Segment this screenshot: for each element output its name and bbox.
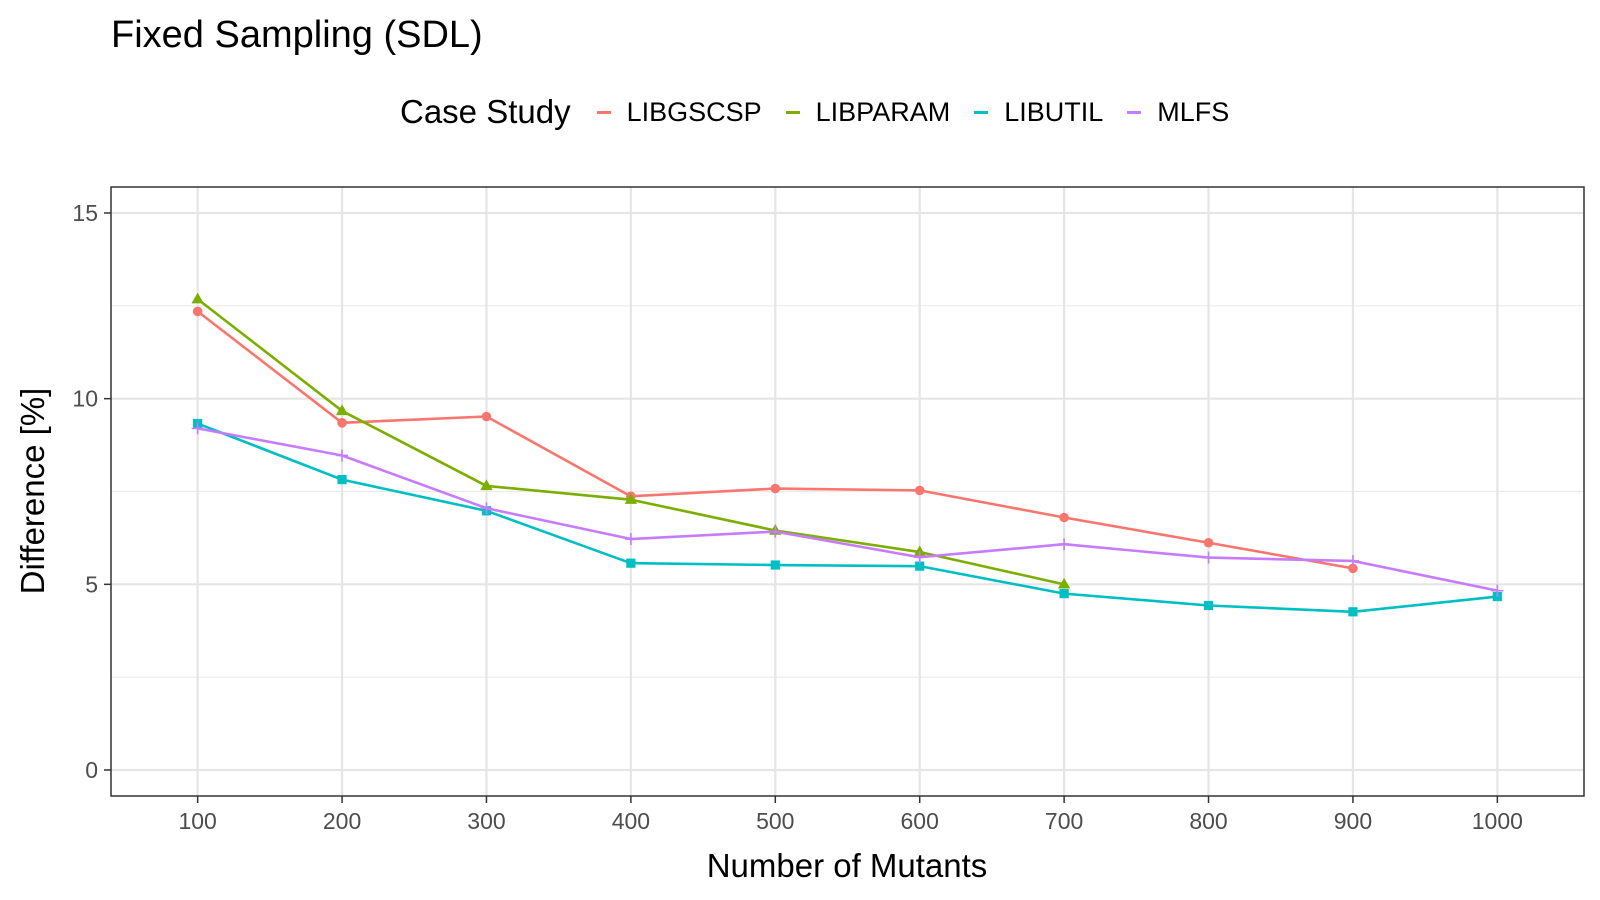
data-point-mlfs	[191, 422, 204, 435]
series-mlfs	[191, 422, 1504, 597]
data-point-libgscsp	[481, 411, 492, 422]
data-point-libgscsp	[1059, 512, 1069, 523]
data-point-libparam	[624, 493, 638, 504]
data-point-libutil	[770, 560, 780, 570]
legend-label-libgscsp: LIBGSCSP	[626, 96, 762, 127]
data-point-libgscsp	[192, 306, 203, 317]
data-point-libgscsp	[1348, 563, 1358, 574]
data-point-libgscsp	[1203, 537, 1214, 548]
data-point-mlfs	[1202, 551, 1215, 564]
x-tick-label: 900	[1334, 808, 1372, 834]
data-point-libutil	[1348, 607, 1358, 617]
x-axis-title: Number of Mutants	[707, 847, 988, 884]
data-point-libparam	[480, 479, 493, 491]
data-point-libparam	[1057, 577, 1071, 589]
data-point-mlfs	[336, 449, 349, 462]
data-point-mlfs	[913, 551, 926, 564]
series-layer	[191, 292, 1504, 617]
data-point-libutil	[626, 558, 636, 568]
legend: Case Study LIBGSCSP LIBPARAM LIBUTIL MLF…	[400, 92, 1247, 132]
data-point-libgscsp	[770, 483, 781, 494]
legend-label-libutil: LIBUTIL	[1004, 96, 1104, 127]
data-point-mlfs	[769, 525, 782, 538]
plot-border	[110, 186, 1585, 797]
legend-label-mlfs: MLFS	[1157, 96, 1230, 127]
x-tick-label: 700	[1045, 808, 1083, 834]
x-tick-label: 1000	[1472, 808, 1523, 834]
data-point-mlfs	[480, 502, 493, 515]
data-point-libutil	[915, 561, 925, 571]
legend-key-mlfs	[1121, 99, 1147, 125]
x-tick-label: 300	[467, 808, 505, 834]
data-point-mlfs	[1058, 538, 1071, 551]
series-line-libutil	[197, 422, 1498, 614]
data-point-libgscsp	[914, 485, 925, 496]
x-tick-label: 400	[612, 808, 650, 834]
y-tick-label: 15	[72, 200, 98, 226]
data-point-mlfs	[1491, 584, 1504, 597]
legend-key-libgscsp	[591, 99, 617, 125]
data-point-libutil	[1203, 600, 1214, 611]
y-tick-label: 0	[85, 757, 98, 783]
x-tick-label: 100	[178, 808, 216, 834]
legend-item-libparam: LIBPARAM	[780, 96, 951, 128]
legend-label-libparam: LIBPARAM	[815, 96, 951, 127]
data-point-libparam	[913, 545, 926, 557]
series-line-mlfs	[197, 427, 1498, 592]
data-point-mlfs	[1346, 554, 1359, 567]
y-axis-title: Difference [%]	[14, 388, 51, 595]
legend-item-libgscsp: LIBGSCSP	[591, 97, 762, 128]
x-tick-label: 800	[1189, 808, 1227, 834]
legend-key-libutil	[968, 99, 994, 125]
legend-title: Case Study	[400, 93, 571, 130]
legend-item-mlfs: MLFS	[1121, 97, 1229, 128]
data-point-libgscsp	[337, 418, 347, 428]
y-tick-label: 5	[85, 571, 98, 597]
data-point-libparam	[191, 292, 204, 304]
legend-item-libutil: LIBUTIL	[968, 97, 1103, 128]
grid-lines	[111, 187, 1584, 796]
legend-key-libparam	[780, 99, 806, 125]
data-point-mlfs	[624, 533, 637, 546]
x-tick-label: 600	[901, 808, 939, 834]
data-point-libutil	[337, 475, 347, 485]
y-tick-label: 10	[72, 386, 98, 412]
data-point-libparam	[335, 404, 349, 416]
chart-title: Fixed Sampling (SDL)	[111, 14, 483, 56]
x-tick-label: 500	[756, 808, 794, 834]
axes: 0 5 10 15 100 200 300 400 500 600 700 800 900 1000	[72, 200, 1523, 834]
x-tick-label: 200	[323, 808, 361, 834]
data-point-libutil	[1059, 589, 1069, 599]
